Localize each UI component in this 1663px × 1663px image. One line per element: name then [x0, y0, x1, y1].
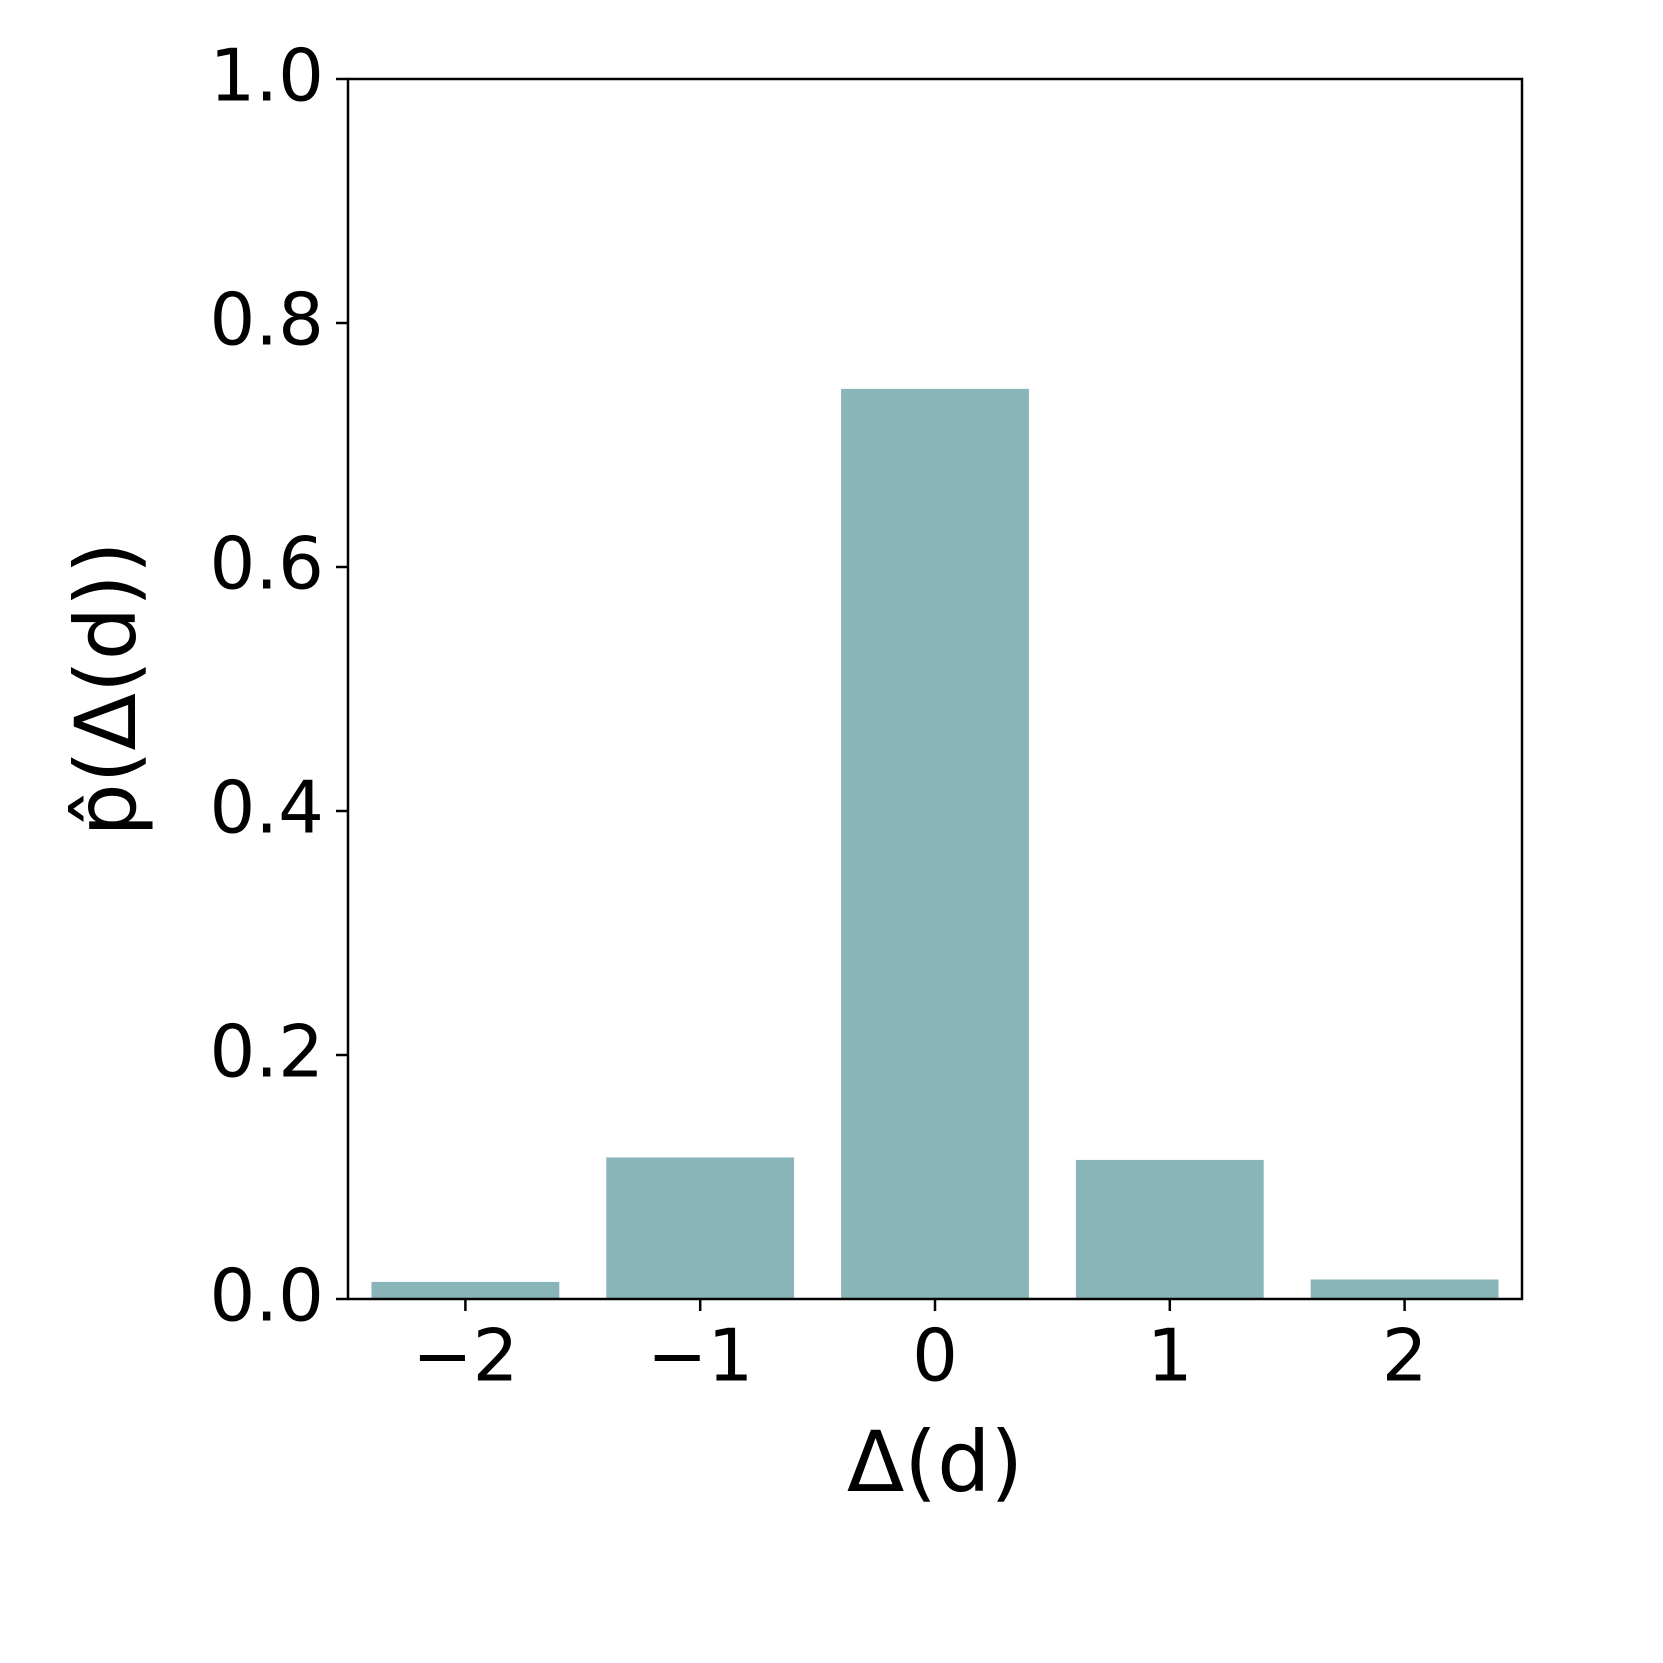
y-tick-label: 0.0: [209, 1254, 324, 1338]
x-axis-label: Δ(d): [847, 1413, 1023, 1511]
bar: [371, 1281, 560, 1299]
x-tick-label: −1: [647, 1314, 753, 1398]
x-tick-label: 2: [1382, 1314, 1428, 1398]
bar: [606, 1157, 795, 1299]
bar: [841, 388, 1029, 1299]
y-tick-label: 0.2: [209, 1010, 324, 1094]
y-tick-label: 0.4: [209, 766, 324, 850]
y-tick-label: 1.0: [209, 34, 324, 118]
x-tick-label: 1: [1147, 1314, 1193, 1398]
bar: [1075, 1159, 1264, 1299]
plot-frame: [346, 77, 1524, 1301]
x-tick-label: 0: [912, 1314, 958, 1398]
y-tick-label: 0.8: [209, 278, 324, 362]
y-axis-label: p̂(Δ(d)): [57, 541, 155, 836]
bar: [1310, 1279, 1499, 1299]
x-tick-label: −2: [412, 1314, 518, 1398]
y-tick-label: 0.6: [209, 522, 324, 606]
